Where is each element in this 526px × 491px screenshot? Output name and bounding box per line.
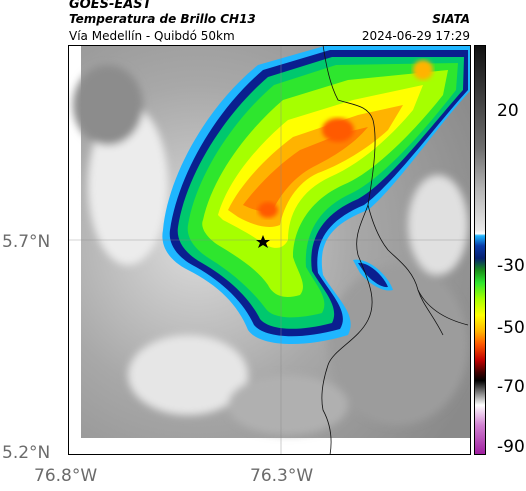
colorbar-tick-minus70: -70 — [497, 377, 525, 397]
colorbar-tick-minus50: -50 — [497, 318, 525, 338]
colorbar-tick-20: 20 — [497, 101, 519, 121]
boundary-lines — [321, 45, 469, 455]
gray-texture — [73, 65, 468, 435]
colorbar-tick-minus90: -90 — [497, 437, 525, 457]
lon-tick-76-8: 76.8°W — [34, 466, 98, 486]
colorbar-tick-minus30: -30 — [497, 256, 525, 276]
satellite-map — [68, 45, 471, 455]
location-star-icon — [256, 235, 270, 248]
lat-tick-5-2: 5.2°N — [2, 443, 51, 463]
temperature-colorbar — [474, 45, 486, 455]
source-label: SIATA — [432, 12, 470, 26]
product-title: Temperatura de Brillo CH13 — [69, 12, 256, 26]
route-subtitle: Vía Medellín - Quibdó 50km — [69, 29, 235, 43]
lon-tick-76-3: 76.3°W — [250, 466, 314, 486]
convective-system — [162, 45, 471, 345]
header: GOES-EAST Temperatura de Brillo CH13 Vía… — [0, 0, 526, 44]
lat-tick-5-7: 5.7°N — [2, 232, 51, 252]
timestamp-label: 2024-06-29 17:29 — [361, 29, 470, 43]
satellite-title: GOES-EAST — [69, 0, 152, 12]
